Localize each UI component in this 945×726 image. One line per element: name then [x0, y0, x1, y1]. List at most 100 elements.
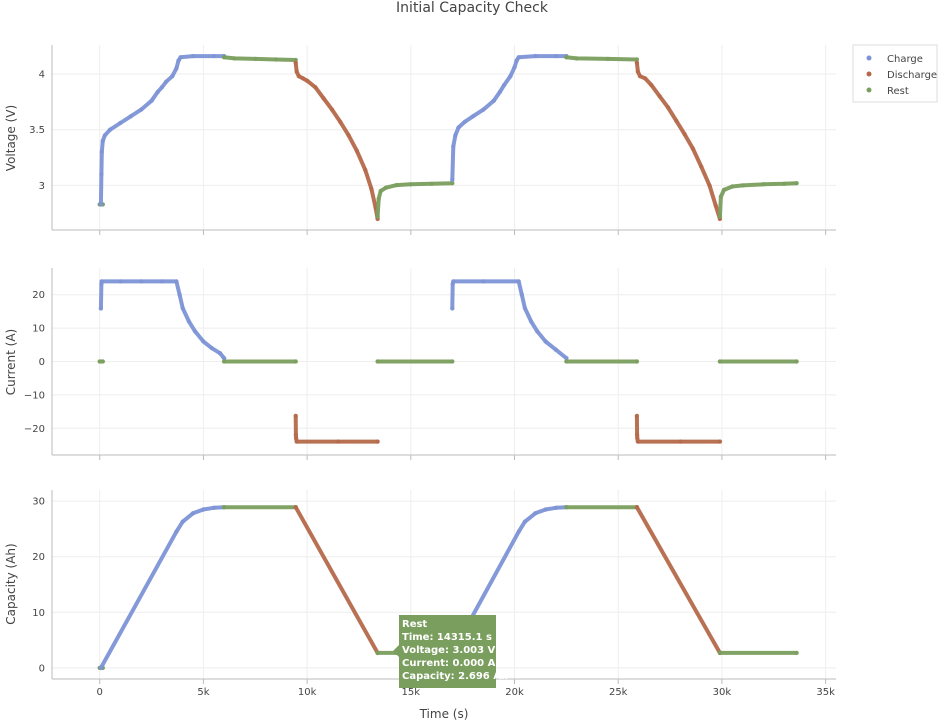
data-point-charge — [99, 149, 105, 155]
data-point-discharge — [707, 183, 712, 188]
data-point-rest — [221, 359, 227, 364]
data-point-discharge — [637, 74, 643, 79]
marks-layer — [97, 53, 799, 671]
data-point-rest — [730, 184, 735, 189]
data-point-charge — [553, 53, 559, 59]
legend: Charge Discharge Rest — [852, 44, 938, 103]
data-point-charge — [174, 529, 179, 534]
data-point-discharge — [375, 439, 380, 444]
tooltip-header: Rest — [402, 619, 427, 630]
data-point-charge — [190, 511, 196, 516]
data-point-discharge — [634, 432, 640, 438]
tooltip-time: Time: 14315.1 s — [402, 632, 492, 643]
data-point-charge — [497, 89, 503, 95]
data-point-charge — [211, 53, 216, 59]
data-point-charge — [543, 507, 548, 512]
data-point-rest — [564, 505, 569, 510]
data-point-rest — [794, 359, 799, 364]
tooltip-current: Current: 0.000 A — [402, 658, 496, 669]
data-point-charge — [450, 177, 455, 182]
data-point-discharge — [313, 85, 318, 90]
x-axis-title: Time (s) — [419, 707, 469, 721]
data-point-charge — [514, 58, 519, 63]
data-point-charge — [192, 329, 198, 334]
data-point-charge — [139, 107, 144, 112]
data-point-charge — [522, 519, 528, 524]
y-tick-label: 3 — [39, 181, 45, 192]
y-tick-label: 30 — [32, 497, 45, 508]
data-point-discharge — [699, 164, 704, 169]
data-point-charge — [516, 529, 521, 534]
data-point-charge — [470, 114, 476, 119]
data-point-charge — [481, 279, 486, 284]
data-point-rest — [253, 56, 258, 62]
data-point-discharge — [294, 69, 299, 74]
data-point-discharge — [635, 69, 641, 74]
data-point-discharge — [293, 432, 299, 438]
data-point-charge — [491, 98, 496, 103]
legend-item-charge[interactable]: Charge — [866, 54, 923, 65]
y-tick-label: −10 — [24, 390, 45, 401]
data-point-charge — [163, 79, 169, 85]
data-point-charge — [533, 511, 538, 516]
data-point-discharge — [369, 186, 374, 191]
data-point-charge — [180, 305, 185, 311]
data-point-rest — [375, 650, 380, 656]
hover-tooltip: Rest Time: 14315.1 s Voltage: 3.003 V Cu… — [393, 615, 508, 688]
data-point-discharge — [634, 60, 640, 65]
data-point-charge — [159, 279, 165, 284]
data-point-rest — [450, 359, 455, 364]
data-point-rest — [634, 57, 640, 62]
data-point-rest — [293, 359, 298, 364]
data-point-charge — [519, 292, 524, 297]
x-tick-label: 25k — [609, 687, 628, 698]
data-point-charge — [217, 351, 223, 356]
data-point-rest — [718, 194, 724, 199]
data-point-charge — [481, 107, 486, 112]
data-point-rest — [740, 183, 745, 188]
data-point-discharge — [294, 439, 299, 444]
data-point-discharge — [354, 148, 360, 154]
data-point-discharge — [635, 436, 640, 441]
data-point-charge — [553, 347, 559, 352]
y-tick-label: 4 — [39, 69, 45, 80]
data-point-rest — [564, 359, 569, 364]
data-point-rest — [717, 650, 723, 656]
data-point-rest — [221, 55, 227, 60]
legend-item-discharge[interactable]: Discharge — [866, 70, 938, 81]
data-point-charge — [98, 202, 104, 207]
axes-layer: 3 3.5 4 −20 −10 0 10 20 0 5k 10k 15k 20k 25k 30k 35k 0 10… — [24, 45, 836, 698]
legend-label-rest: Rest — [887, 86, 909, 97]
data-point-charge — [128, 114, 133, 119]
data-point-charge — [118, 120, 123, 126]
data-point-charge — [102, 133, 108, 138]
data-point-charge — [177, 292, 182, 297]
data-point-charge — [100, 138, 106, 143]
data-point-charge — [98, 306, 104, 311]
data-point-rest — [97, 359, 102, 364]
data-point-discharge — [329, 107, 335, 112]
data-point-rest — [717, 359, 723, 364]
x-tick-label: 20k — [505, 687, 524, 698]
y-tick-label: 0 — [39, 357, 45, 368]
data-point-discharge — [296, 74, 301, 79]
data-point-charge — [107, 127, 113, 132]
data-point-rest — [378, 188, 383, 194]
data-point-charge — [451, 279, 456, 284]
data-point-charge — [564, 356, 569, 361]
data-point-discharge — [338, 119, 343, 125]
data-point-rest — [450, 181, 455, 186]
data-point-charge — [516, 55, 521, 60]
data-point-rest — [375, 359, 380, 364]
x-tick-label: 35k — [816, 687, 835, 698]
legend-marker-rest — [866, 87, 872, 93]
data-point-charge — [501, 82, 507, 88]
data-point-charge — [516, 279, 521, 284]
data-point-charge — [543, 339, 548, 344]
legend-item-rest[interactable]: Rest — [866, 86, 909, 97]
data-point-discharge — [682, 132, 687, 137]
data-point-rest — [376, 196, 381, 201]
tooltip-voltage: Voltage: 3.003 V — [402, 645, 496, 656]
data-point-charge — [553, 505, 559, 510]
